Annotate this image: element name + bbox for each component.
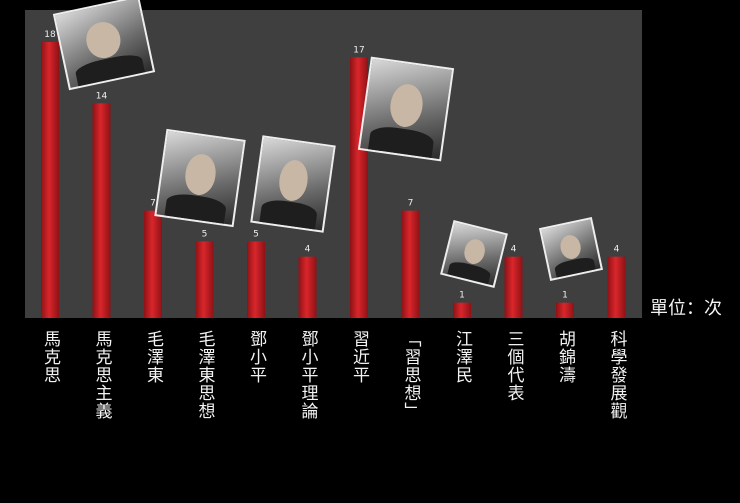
x-tick-label: 鄧小平 [246, 330, 266, 384]
portrait-deng [250, 135, 336, 233]
data-label: 1 [459, 291, 465, 301]
data-label: 17 [353, 45, 364, 55]
data-label: 18 [44, 30, 56, 40]
bar [41, 42, 59, 318]
bar [92, 103, 111, 318]
x-tick-label: 「習思想」 [400, 330, 421, 420]
bar [298, 256, 317, 318]
portrait-xi [357, 56, 455, 162]
bar [144, 210, 162, 318]
bar [607, 256, 626, 318]
data-label: 4 [305, 245, 311, 255]
bar [195, 241, 214, 318]
unit-label: 單位：次 [650, 298, 722, 319]
data-label: 7 [150, 199, 156, 209]
x-tick-label: 毛澤東思想 [194, 330, 215, 420]
bar [453, 302, 471, 318]
x-tick-label: 毛澤東 [143, 330, 163, 384]
data-label: 7 [408, 199, 414, 209]
x-tick-label: 鄧小平理論 [297, 330, 318, 420]
x-tick-label: 三個代表 [503, 330, 524, 402]
x-tick-label: 馬克思主義 [91, 330, 112, 420]
bar [504, 256, 523, 318]
data-label: 14 [96, 91, 108, 101]
bar [556, 302, 574, 318]
bar [247, 241, 265, 318]
data-label: 5 [202, 229, 208, 239]
x-tick-label: 科學發展觀 [606, 330, 627, 420]
x-tick-label: 江澤民 [452, 330, 472, 384]
x-tick-label: 胡錦濤 [555, 330, 575, 384]
bar [401, 210, 420, 318]
portrait-hu [538, 216, 604, 282]
data-label: 4 [614, 245, 620, 255]
x-tick-label: 馬克思 [40, 330, 60, 384]
data-label: 4 [511, 245, 517, 255]
plot-area: 18 14 7 5 5 4 17 7 1 4 1 4 [25, 10, 642, 318]
data-label: 1 [562, 291, 568, 301]
data-label: 5 [253, 229, 259, 239]
x-tick-label: 習近平 [349, 330, 369, 384]
portrait-mao [154, 128, 246, 228]
